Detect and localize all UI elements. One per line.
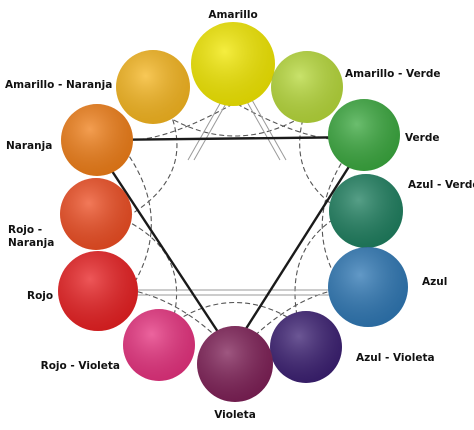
double-guide-lines <box>135 99 340 296</box>
arc-amarillo-to-naranja <box>129 99 241 141</box>
label-azul-violeta: Azul - Violeta <box>356 352 435 364</box>
guide-line-amarillo-right-b <box>251 99 287 161</box>
guide-line-amarillo-left-a <box>187 99 223 161</box>
arc-rojo-violeta-to-azul-violeta <box>169 302 301 326</box>
label-amarillo-verde: Amarillo - Verde <box>345 68 441 80</box>
circle-shading <box>58 22 408 402</box>
label-naranja: Naranja <box>6 140 53 152</box>
triangle-edge-verde-violeta <box>240 164 352 336</box>
secondary-triangle <box>99 135 367 336</box>
arc-naranja-to-rojo <box>124 149 152 291</box>
label-azul-verde: Azul - Verde <box>408 179 474 191</box>
arc-amarillo-naranja-to-rojo-naranja <box>129 111 178 216</box>
guide-line-amarillo-left-b <box>193 99 229 161</box>
label-verde: Verde <box>405 132 440 144</box>
arc-amarillo-verde-to-azul-verde <box>299 111 341 211</box>
guide-line-amarillo-right-a <box>245 99 281 161</box>
label-rojo: Rojo <box>27 290 54 302</box>
arc-verde-to-azul <box>321 149 351 286</box>
label-rojo-naranja: Rojo - Naranja <box>8 224 55 249</box>
label-violeta: Violeta <box>214 409 256 421</box>
triangle-edge-naranja-violeta <box>106 164 222 336</box>
arc-azul-to-violeta <box>244 289 336 346</box>
label-amarillo: Amarillo <box>208 9 258 21</box>
label-rojo-violeta: Rojo - Violeta <box>40 360 120 372</box>
arc-amarillo-naranja-to-amarillo-verde <box>159 111 311 137</box>
label-azul: Azul <box>422 276 448 288</box>
label-amarillo-naranja: Amarillo - Naranja <box>5 79 113 91</box>
triangle-edge-naranja-verde <box>99 135 367 142</box>
